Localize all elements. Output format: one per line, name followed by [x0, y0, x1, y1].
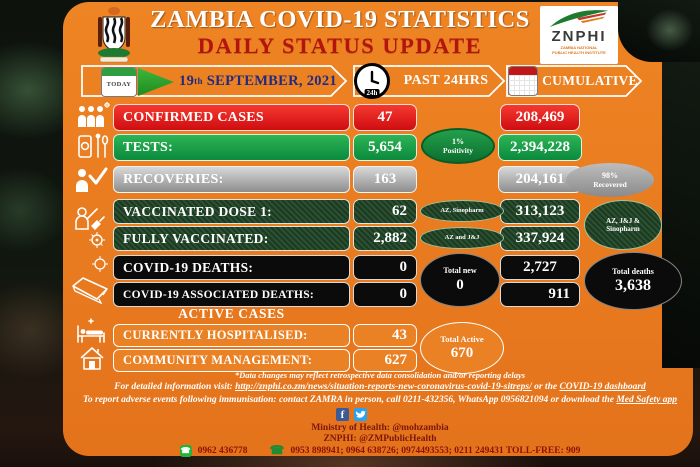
cumulative-label: CUMULATIVE [542, 73, 638, 88]
report-date-day: 19 [179, 72, 195, 89]
cumulative-vaccine-line2: Sinopharm [606, 225, 640, 233]
total-deaths-label: Total deaths [612, 266, 654, 276]
total-deaths-badge: Total deaths 3,638 [584, 252, 682, 310]
whatsapp-icon[interactable]: ☎ [179, 444, 192, 457]
page-subtitle: DAILY STATUS UPDATE [197, 33, 483, 58]
fully-vaccine-badge: AZ and J&J [420, 227, 504, 249]
confirmed-cases-label: CONFIRMED CASES [113, 104, 350, 131]
community-management-label: COMMUNITY MANAGEMENT: [113, 349, 350, 372]
background-top-right [618, 0, 700, 62]
sitrep-link[interactable]: http://znphi.co.zm/news/situation-report… [235, 382, 532, 392]
adverse-prefix: To report adverse events following immun… [82, 395, 617, 405]
znphi-logo-subtitle-1: ZAMBIA NATIONAL [560, 45, 598, 50]
znphi-social-handle[interactable]: ZNPHI: @ZMPublicHealth [323, 434, 437, 444]
twitter-icon[interactable] [354, 408, 367, 421]
report-date-rest: SEPTEMBER, 2021 [206, 72, 337, 89]
contact-phone-line: ☎ 0962 436778 ☎ 0953 898941; 0964 638726… [80, 443, 680, 458]
currently-hospitalised-label: CURRENTLY HOSPITALISED: [113, 324, 350, 347]
vaccination-icon [75, 207, 105, 248]
dose1-new-value: 62 [353, 199, 417, 224]
vaccinated-dose1-label: VACCINATED DOSE 1: [113, 199, 350, 224]
znphi-logo: ZNPHI ZAMBIA NATIONAL PUBLIC HEALTH INST… [540, 6, 618, 64]
info-mid: or the [531, 382, 560, 392]
data-disclaimer: *Data changes may reflect retrospective … [234, 370, 526, 380]
fully-cumulative: 337,924 [500, 226, 580, 251]
total-new-label: Total new [443, 266, 477, 276]
total-new-deaths-badge: Total new 0 [420, 253, 500, 307]
whatsapp-number: 0962 436778 [197, 445, 248, 456]
positivity-word: Positivity [443, 146, 473, 156]
total-active-label: Total Active [440, 333, 484, 344]
total-new-value: 0 [456, 276, 464, 293]
recovered-badge: 98% Recovered [566, 163, 654, 197]
hospital-bed-icon [77, 318, 105, 343]
community-value: 627 [353, 349, 417, 372]
clock-24h-icon: 24h [354, 63, 390, 99]
phone-icon[interactable]: ☎ [269, 443, 285, 457]
cumulative-vaccine-badge: AZ, J&J & Sinopharm [584, 200, 662, 250]
info-line: For detailed information visit: http://z… [80, 382, 680, 392]
recovered-pct: 98% [602, 170, 618, 180]
cumulative-banner-outline [506, 65, 643, 97]
hospitalised-value: 43 [353, 324, 417, 347]
assoc-deaths-new-value: 0 [353, 282, 417, 307]
confirmed-cumulative: 208,469 [500, 104, 580, 131]
positivity-badge: 1% Positivity [421, 128, 495, 164]
dose1-vaccine-badge: AZ, Sinopharm [420, 200, 504, 222]
page-title: ZAMBIA COVID-19 STATISTICS [150, 6, 530, 33]
fully-vaccinated-label: FULLY VACCINATED: [113, 226, 350, 251]
znphi-logo-text: ZNPHI [551, 28, 607, 45]
calendar-today-icon: TODAY [101, 67, 137, 97]
phone-numbers: 0953 898941; 0964 638726; 0974493553; 02… [290, 445, 581, 456]
facebook-icon[interactable]: f [336, 408, 349, 421]
recovered-person-icon [76, 167, 108, 192]
report-date-suffix: th [194, 76, 203, 86]
tests-new-value: 5,654 [353, 134, 417, 161]
people-icon [78, 102, 110, 127]
total-active-badge: Total Active 670 [420, 322, 504, 374]
moh-social-handle[interactable]: Ministry of Health: @mohzambia [311, 423, 449, 433]
fully-new-value: 2,882 [353, 226, 417, 251]
tests-cumulative: 2,394,228 [498, 134, 582, 161]
test-kit-icon [78, 133, 109, 158]
deaths-new-value: 0 [353, 255, 417, 280]
calendar-today-label: TODAY [106, 81, 132, 88]
znphi-eagle-icon [549, 10, 609, 28]
recoveries-label: RECOVERIES: [113, 166, 350, 193]
background-right-strip [662, 62, 700, 368]
info-prefix: For detailed information visit: [114, 382, 236, 392]
assoc-deaths-cumulative: 911 [500, 282, 580, 307]
active-cases-title: ACTIVE CASES [178, 306, 285, 321]
covid-deaths-label: COVID-19 DEATHS: [113, 255, 350, 280]
dose1-cumulative: 313,123 [500, 199, 580, 224]
cumulative-vaccine-line1: AZ, J&J & [606, 216, 640, 225]
adverse-events-line: To report adverse events following immun… [80, 395, 680, 405]
total-deaths-value: 3,638 [615, 277, 651, 295]
tests-label: TESTS: [113, 134, 350, 161]
zambia-coat-of-arms [98, 7, 130, 63]
recovered-word: Recovered [593, 180, 627, 190]
med-safety-link[interactable]: Med Safety app [616, 395, 678, 405]
clock-24h-label: 24h [364, 88, 380, 98]
house-icon [80, 347, 104, 370]
dashboard-link[interactable]: COVID-19 dashboard [559, 382, 646, 392]
deaths-cumulative: 2,727 [500, 255, 580, 280]
calendar-cumulative-icon [508, 66, 538, 96]
total-active-value: 670 [450, 345, 474, 362]
date-banner-outline [81, 65, 348, 97]
coffin-icon [72, 256, 108, 304]
znphi-logo-subtitle-2: PUBLIC HEALTH INSTITUTE [552, 49, 606, 55]
confirmed-new-value: 47 [353, 104, 417, 131]
past24-banner-outline [353, 65, 506, 97]
positivity-pct: 1% [452, 136, 464, 146]
recoveries-new-value: 163 [353, 166, 417, 193]
past-24hrs-label: PAST 24HRS [403, 73, 489, 88]
covid-associated-deaths-label: COVID-19 ASSOCIATED DEATHS: [113, 282, 350, 307]
